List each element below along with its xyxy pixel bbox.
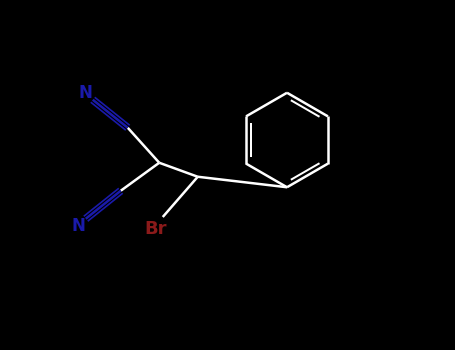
- Text: N: N: [79, 84, 93, 102]
- Text: N: N: [72, 217, 86, 235]
- Text: Br: Br: [145, 220, 167, 238]
